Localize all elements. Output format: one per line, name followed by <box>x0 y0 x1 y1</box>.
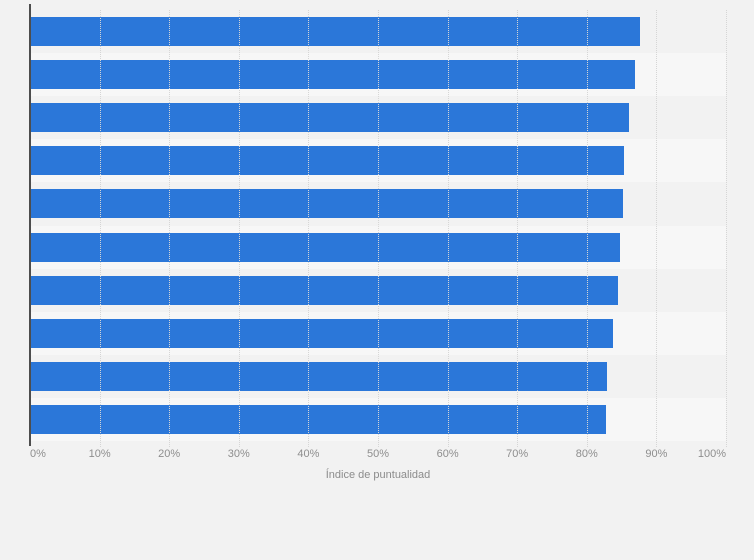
x-axis-tick-label: 20% <box>158 448 181 460</box>
gridline <box>447 10 449 447</box>
y-axis-line <box>29 4 31 446</box>
bar[interactable] <box>31 103 629 133</box>
bar[interactable] <box>31 275 619 305</box>
x-axis-tick-label: 10% <box>88 448 111 460</box>
x-axis-tick-label: 0% <box>30 448 46 460</box>
x-axis-tick-label: 60% <box>436 448 459 460</box>
x-axis-title: Índice de puntualidad <box>325 469 431 481</box>
bar[interactable] <box>31 404 607 434</box>
x-axis-tick-label: 90% <box>645 448 668 460</box>
bar[interactable] <box>31 232 621 262</box>
x-axis-tick-label: 30% <box>227 448 250 460</box>
gridline <box>586 10 588 447</box>
row-stripe <box>30 139 726 183</box>
gridline <box>517 10 519 447</box>
gridline <box>378 10 379 447</box>
x-axis-tick-label: 80% <box>575 448 598 460</box>
gridline <box>656 10 658 447</box>
gridline <box>238 10 240 447</box>
x-axis-tick-label: 100% <box>697 448 726 460</box>
bar[interactable] <box>31 318 614 348</box>
x-axis-tick-label: 70% <box>506 448 529 460</box>
gridline <box>308 10 310 447</box>
x-axis-tick-label: 40% <box>297 448 320 460</box>
bar[interactable] <box>31 189 623 219</box>
bar[interactable] <box>31 60 635 90</box>
bar[interactable] <box>31 146 624 176</box>
bar[interactable] <box>31 361 607 391</box>
gridline <box>99 10 101 447</box>
bar[interactable] <box>31 17 641 46</box>
plot-area <box>30 10 727 447</box>
x-axis-tick-label: 50% <box>366 448 390 460</box>
gridline <box>726 10 727 447</box>
gridline <box>169 10 171 447</box>
